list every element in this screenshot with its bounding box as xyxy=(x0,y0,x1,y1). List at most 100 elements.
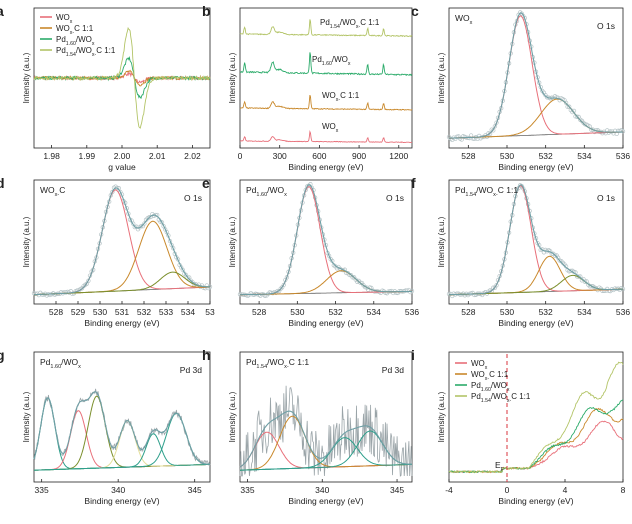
x-tick-label: 536 xyxy=(616,151,630,161)
subscript: x xyxy=(70,19,73,25)
data-point xyxy=(608,129,613,134)
text-span: WO xyxy=(471,359,485,368)
subscript: x xyxy=(92,41,95,47)
text-span: Pd xyxy=(471,392,481,401)
data-point xyxy=(147,215,152,220)
subscript: x- xyxy=(356,24,361,30)
fit-envelope xyxy=(240,184,412,296)
fit-component-1 xyxy=(34,189,210,296)
series-pd-wox-c xyxy=(33,26,211,129)
subscript: 1.54 xyxy=(330,24,340,30)
text-span: WO xyxy=(322,122,336,131)
fit-component-2 xyxy=(34,410,210,471)
text-span: /WO xyxy=(332,55,348,64)
panel-label: h xyxy=(202,347,211,363)
plot-frame xyxy=(448,351,624,483)
x-tick-label: 531 xyxy=(115,307,129,317)
x-tick-label: 530 xyxy=(93,307,107,317)
x-tick-label: 8 xyxy=(621,485,626,495)
x-tick-label: 1200 xyxy=(389,151,408,161)
x-tick-label: 900 xyxy=(352,151,366,161)
region-label: O 1s xyxy=(184,193,202,203)
data-point xyxy=(185,275,190,280)
legend-entry: Pd1.54/WOx-C 1:1 xyxy=(56,46,116,58)
fermi-level-label: EF xyxy=(495,460,505,473)
panel-label: a xyxy=(0,3,4,19)
plot-frame xyxy=(239,179,413,305)
text-span: WO xyxy=(56,13,70,22)
x-axis-label: Binding energy (eV) xyxy=(288,496,363,506)
survey-series-label: WOx xyxy=(322,122,339,134)
y-axis-label: Intensity (a.u.) xyxy=(228,391,237,442)
data-point xyxy=(567,104,572,109)
x-axis-label: g value xyxy=(108,162,136,172)
text-span: /WO xyxy=(76,35,92,44)
sample-label: Pd1.60/WOx xyxy=(40,357,81,370)
panel-label: g xyxy=(0,347,5,363)
sample-label: WOx-C xyxy=(40,185,65,198)
plot-frame xyxy=(239,351,413,483)
x-tick-label: 532 xyxy=(539,307,553,317)
data-point xyxy=(131,221,136,226)
panel-label: f xyxy=(411,175,416,191)
x-tick-label: 4 xyxy=(563,485,568,495)
text-span: Pd xyxy=(40,357,51,367)
sample-label: Pd1.54/WOx-C 1:1 xyxy=(246,357,309,370)
panel-label: c xyxy=(411,3,419,19)
survey-series-label: Pd1.60/WOx xyxy=(312,55,351,67)
survey-series-3 xyxy=(239,94,413,111)
x-tick-label: 532 xyxy=(539,151,553,161)
data-point xyxy=(552,253,558,258)
y-axis-label: Intensity (a.u.) xyxy=(22,52,31,103)
x-tick-label: 534 xyxy=(181,307,195,317)
x-axis-label: Binding energy (eV) xyxy=(84,318,159,328)
panel-b: 0 300 600 900 1200 Binding energy (eV) Intensi… xyxy=(202,3,413,172)
text-span: Pd xyxy=(320,18,330,27)
legend-entry: Pd1.60/WOx xyxy=(471,381,510,393)
panel-i: -4 0 4 8 Binding energy (eV) Intensity (a.u.)… xyxy=(411,347,626,506)
text-span: WO xyxy=(471,370,485,379)
vb-series-1 xyxy=(448,420,624,474)
text-span: Pd xyxy=(471,381,481,390)
legend-entry: WOx-C 1:1 xyxy=(56,24,94,36)
panel-label: e xyxy=(202,175,210,191)
x-axis-label: Binding energy (eV) xyxy=(288,318,363,328)
text-span: WO xyxy=(322,91,336,100)
panel-a: 1.98 1.99 2.00 2.01 2.02 g value Intensity (a.… xyxy=(0,3,211,172)
subscript: 1.60 xyxy=(256,192,267,198)
text-span: /WO xyxy=(267,357,284,367)
data-point xyxy=(446,291,452,297)
sample-label: WOx xyxy=(455,13,473,26)
legend-entry: Pd1.54/WOx-C 1:1 xyxy=(471,392,531,404)
x-tick-label: 530 xyxy=(290,307,304,317)
subscript: x xyxy=(78,364,81,370)
series-pd-wox xyxy=(33,55,211,100)
subscript: x- xyxy=(336,97,341,103)
panel-d: 528 529 530 531 532 533 534 53 Binding energy (e… xyxy=(0,175,215,328)
text-span: /WO xyxy=(340,18,356,27)
text-span: Pd xyxy=(56,46,66,55)
x-tick-label: 600 xyxy=(312,151,326,161)
fit-envelope xyxy=(34,187,210,296)
panel-c: 528 530 532 534 536 Binding energy (eV) Intens… xyxy=(411,3,630,172)
data-point xyxy=(86,278,91,283)
text-span: C 1:1 xyxy=(360,18,380,27)
panel-label: i xyxy=(411,347,415,363)
x-tick-label: 1.98 xyxy=(43,151,60,161)
panel-label: d xyxy=(0,175,5,191)
panel-h: 335 340 345 Binding energy (eV) Intensity (a… xyxy=(202,347,413,506)
fit-envelope xyxy=(33,391,211,465)
subscript: 1.60 xyxy=(322,61,332,67)
x-tick-label: 0 xyxy=(505,485,510,495)
subscript: 1.60 xyxy=(50,364,61,370)
panel-label: b xyxy=(202,3,211,19)
data-point xyxy=(180,267,185,273)
y-axis-label: Intensity (a.u.) xyxy=(22,216,31,267)
region-label: Pd 3d xyxy=(382,365,404,375)
subscript: x xyxy=(485,365,488,371)
x-tick-label: 2.00 xyxy=(114,151,131,161)
x-tick-label: 345 xyxy=(390,485,404,495)
text-span: Pd xyxy=(455,185,466,195)
vb-series-4 xyxy=(448,361,624,474)
